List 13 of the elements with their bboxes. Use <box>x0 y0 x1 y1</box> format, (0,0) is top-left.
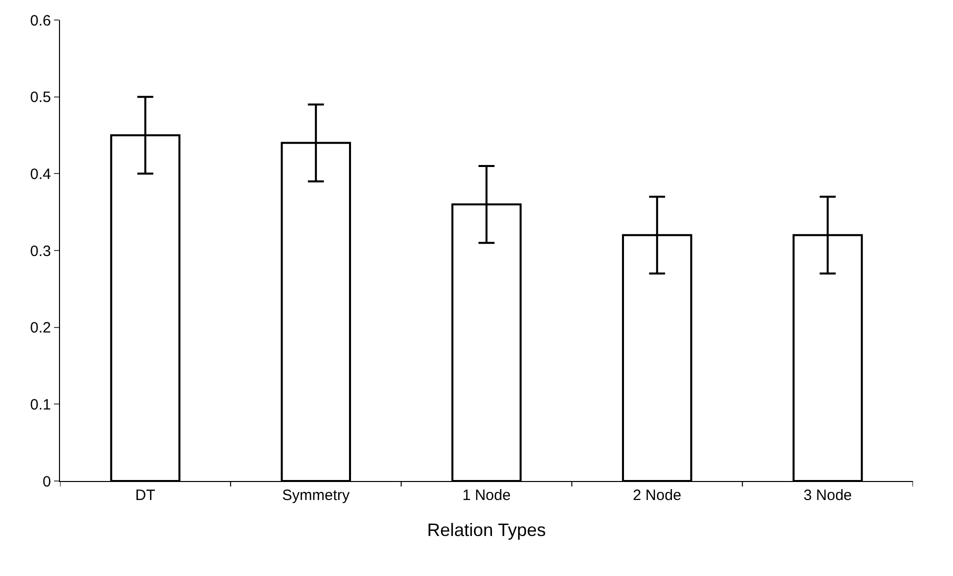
y-tick-label: 0 <box>42 473 51 490</box>
y-tick-label: 0.5 <box>30 89 51 106</box>
x-tick-label: DT <box>135 487 156 504</box>
y-tick-label: 0.2 <box>30 320 51 337</box>
y-tick-label: 0.3 <box>30 242 51 260</box>
y-tick-label: 0.1 <box>30 396 51 414</box>
y-tick-label: 0.6 <box>30 12 51 30</box>
x-tick-label: 2 Node <box>632 487 682 504</box>
x-tick-label: Symmetry <box>282 487 350 504</box>
x-tick-label: 1 Node <box>462 487 511 504</box>
x-tick-label: 3 Node <box>804 487 852 504</box>
x-axis-title: Relation Types <box>427 520 546 540</box>
y-tick-label: 0.4 <box>30 166 51 183</box>
